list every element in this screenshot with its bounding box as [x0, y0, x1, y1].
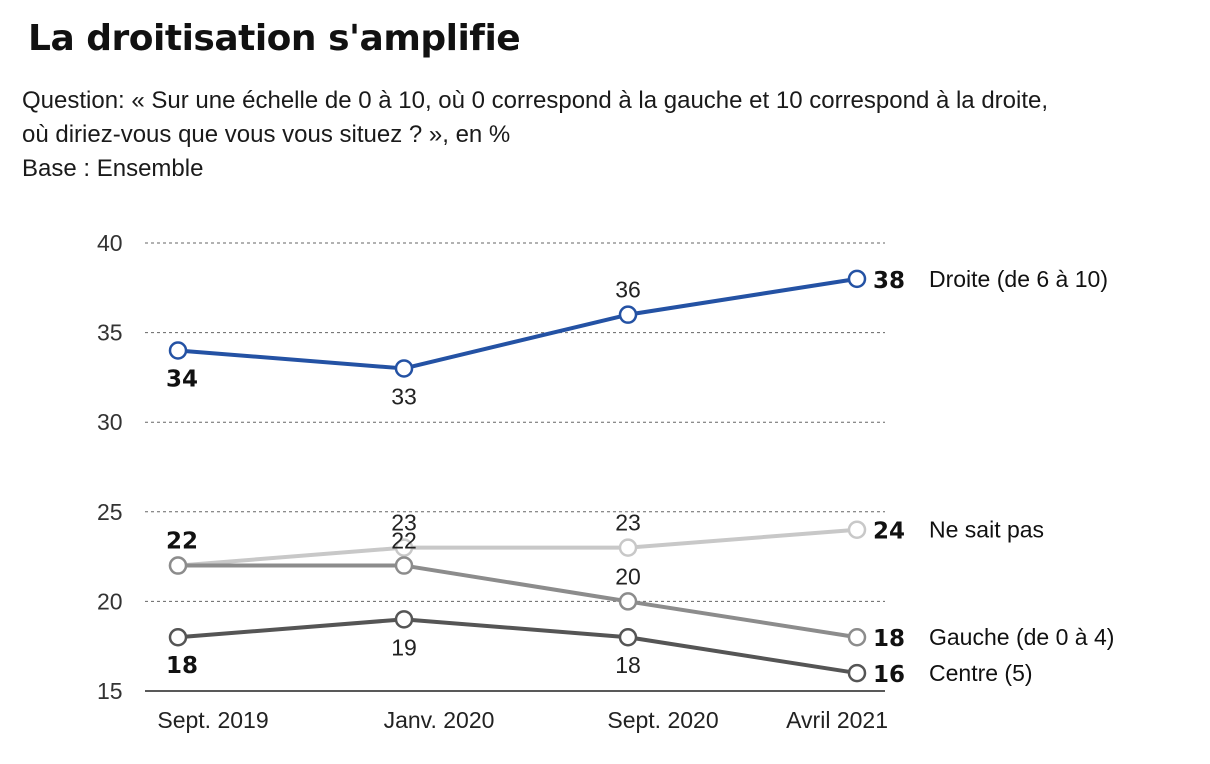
subtitle-question-line-2: où diriez-vous que vous vous situez ? »,… [22, 121, 511, 148]
legend-entry-2: Gauche (de 0 à 4) [929, 624, 1114, 650]
series-2-label-1: 22 [391, 528, 417, 554]
series-2-label-3: 18 [873, 626, 905, 652]
y-tick-label-15: 15 [97, 678, 123, 704]
series-1-point-2 [618, 538, 638, 557]
legend-entry-1: Ne sait pas [929, 517, 1044, 543]
y-tick-label-30: 30 [97, 409, 123, 435]
series-3-point-2 [618, 627, 638, 647]
series-0-point-3 [847, 269, 867, 289]
series-0-label-0: 34 [166, 367, 198, 393]
legend: Droite (de 6 à 10) Ne sait pas Gauche (de … [929, 266, 1114, 686]
series-3-label-0: 18 [166, 653, 198, 679]
series-3-label-3: 16 [873, 662, 905, 688]
subtitle-base: Base : Ensemble [22, 155, 204, 182]
series-2-point-3 [847, 627, 867, 647]
y-tick-label-40: 40 [97, 230, 123, 256]
series-line-0 [177, 276, 858, 371]
series-1-point-1 [394, 538, 414, 557]
legend-entry-3: Centre (5) [929, 660, 1033, 686]
series-line-2 [178, 563, 858, 640]
series-line-1 [177, 527, 858, 568]
series-0-label-3: 38 [873, 268, 905, 294]
series-layer [168, 269, 867, 683]
chart-title: La droitisation s'amplifie [28, 18, 521, 59]
series-0-point-1 [394, 359, 414, 378]
x-tick-label-1: Janv. 2020 [384, 707, 495, 733]
x-tick-label-2: Sept. 2020 [607, 707, 718, 733]
series-2-point-2 [618, 592, 638, 611]
series-0-point-2 [618, 305, 638, 324]
series-2-point-1 [394, 556, 414, 575]
gridlines [145, 242, 885, 692]
series-line-3 [177, 617, 858, 676]
series-3-point-0 [168, 627, 188, 647]
series-3-point-3 [847, 663, 867, 683]
y-axis: 15 20 25 30 35 40 [97, 230, 123, 704]
x-tick-label-3: Avril 2021 [786, 707, 888, 733]
x-axis: Sept. 2019 Janv. 2020 Sept. 2020 Avril 2021 [157, 707, 888, 733]
series-2-label-2: 20 [615, 563, 641, 589]
series-1-label-3: 24 [873, 519, 905, 545]
series-1-label-2: 23 [615, 510, 641, 536]
legend-entry-0: Droite (de 6 à 10) [929, 266, 1108, 292]
series-1-point-3 [847, 520, 867, 539]
series-2-label-0: 22 [166, 529, 198, 555]
series-1-label-1: 23 [391, 510, 417, 536]
series-3-label-2: 18 [615, 652, 641, 678]
series-0-label-1: 33 [391, 383, 417, 409]
y-tick-label-35: 35 [97, 320, 123, 346]
series-3-label-1: 19 [391, 634, 417, 660]
y-tick-label-20: 20 [97, 588, 123, 614]
series-0-point-0 [168, 341, 188, 360]
series-2-point-0 [168, 556, 188, 575]
series-0-label-2: 36 [615, 277, 641, 303]
series-3-point-1 [394, 610, 414, 629]
subtitle-question-line-1: Question: « Sur une échelle de 0 à 10, o… [22, 87, 1049, 114]
x-tick-label-0: Sept. 2019 [157, 707, 268, 733]
chart-subtitle: Question: « Sur une échelle de 0 à 10, o… [22, 84, 1048, 186]
data-labels: 34 33 36 38 23 23 24 22 22 20 18 18 19 18 16 [166, 268, 905, 688]
y-tick-label-25: 25 [97, 499, 123, 525]
